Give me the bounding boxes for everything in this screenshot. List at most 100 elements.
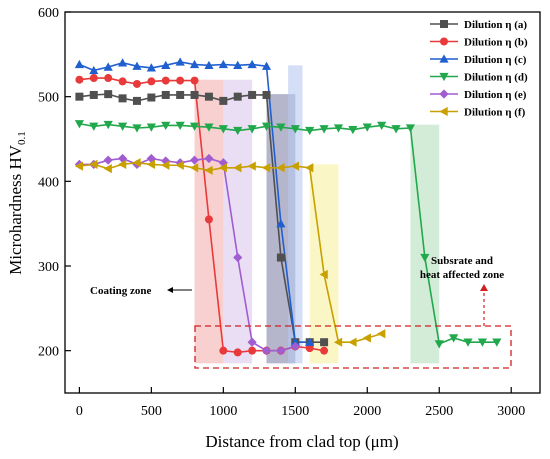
series-points-5 bbox=[74, 153, 300, 356]
data-point bbox=[89, 74, 98, 83]
data-point bbox=[103, 155, 113, 165]
data-point bbox=[261, 61, 272, 70]
legend-item-6: Dilution η (f) bbox=[430, 107, 526, 119]
data-point bbox=[305, 126, 315, 136]
data-point bbox=[117, 58, 128, 67]
data-point bbox=[189, 122, 200, 131]
legend-label: Dilution η (c) bbox=[464, 54, 527, 66]
data-point bbox=[276, 123, 286, 132]
data-point bbox=[117, 159, 127, 169]
legend-item-2: Dilution η (b) bbox=[430, 37, 528, 49]
data-point bbox=[204, 153, 214, 164]
legend-label: Dilution η (e) bbox=[464, 89, 527, 101]
legend-label: Dilution η (d) bbox=[464, 72, 528, 84]
data-point bbox=[377, 121, 387, 131]
legend-marker bbox=[440, 37, 448, 46]
data-point bbox=[261, 163, 271, 173]
x-tick-label: 1000 bbox=[209, 404, 237, 419]
series-points-4 bbox=[74, 120, 502, 349]
data-point bbox=[248, 90, 257, 99]
data-point bbox=[248, 346, 257, 355]
data-point bbox=[477, 338, 488, 347]
x-axis-title: Distance from clad top (μm) bbox=[205, 432, 398, 451]
data-point bbox=[362, 333, 371, 343]
data-point bbox=[103, 164, 112, 174]
y-axis-title-main: Microhardness HV bbox=[6, 144, 25, 275]
data-point bbox=[89, 65, 99, 75]
data-point bbox=[75, 92, 84, 101]
data-point bbox=[233, 163, 242, 173]
data-point bbox=[189, 155, 200, 165]
data-point bbox=[405, 124, 416, 133]
data-point bbox=[261, 122, 272, 131]
legend-marker bbox=[439, 72, 449, 82]
data-point bbox=[74, 120, 84, 129]
legend-marker bbox=[440, 20, 448, 28]
y-axis-title: Microhardness HV0.1 bbox=[6, 131, 28, 275]
coating-zone-annotation: Coating zone bbox=[90, 285, 192, 297]
substrate-zone-arrowhead bbox=[480, 284, 488, 291]
data-point bbox=[233, 126, 243, 136]
data-point bbox=[218, 59, 228, 69]
data-point bbox=[176, 90, 185, 99]
data-point bbox=[377, 329, 386, 339]
data-point bbox=[204, 60, 214, 70]
data-point bbox=[204, 215, 213, 224]
data-point bbox=[161, 60, 171, 70]
legend-label: Dilution η (b) bbox=[464, 37, 528, 49]
series-line-6 bbox=[79, 161, 382, 343]
legend-item-3: Dilution η (c) bbox=[430, 54, 527, 66]
data-point bbox=[320, 338, 329, 347]
series-line-5 bbox=[79, 157, 296, 352]
data-point bbox=[132, 158, 141, 168]
data-point bbox=[247, 125, 257, 134]
data-point bbox=[118, 77, 127, 86]
data-point bbox=[320, 346, 329, 355]
legend-item-1: Dilution η (a) bbox=[430, 19, 527, 31]
zone-band-4 bbox=[288, 65, 303, 364]
data-point bbox=[233, 60, 243, 70]
y-axis-title-subscript: 0.1 bbox=[16, 131, 28, 145]
data-point bbox=[492, 338, 502, 347]
data-point bbox=[233, 252, 243, 263]
data-point bbox=[176, 76, 185, 85]
data-point bbox=[132, 79, 141, 88]
data-point bbox=[175, 121, 185, 131]
data-point bbox=[89, 122, 99, 131]
data-point bbox=[449, 334, 459, 343]
legend-label: Dilution η (f) bbox=[464, 107, 526, 119]
data-point bbox=[219, 96, 228, 105]
data-point bbox=[290, 125, 300, 134]
data-point bbox=[175, 160, 184, 170]
data-point bbox=[189, 59, 200, 69]
data-point bbox=[161, 121, 171, 131]
data-point bbox=[233, 92, 242, 101]
data-point bbox=[218, 163, 228, 173]
substrate-zone-annotation: Subsrate and heat affected zone bbox=[194, 255, 512, 369]
data-point bbox=[103, 62, 113, 71]
legend-marker bbox=[439, 89, 449, 99]
y-tick-label: 300 bbox=[38, 260, 59, 275]
data-point bbox=[261, 346, 272, 356]
data-point bbox=[146, 63, 156, 72]
data-point bbox=[305, 337, 315, 346]
series-lines bbox=[79, 61, 497, 354]
data-point bbox=[247, 337, 257, 347]
substrate-zone-label-2: heat affected zone bbox=[420, 269, 504, 281]
plot-frame bbox=[64, 11, 541, 394]
data-point bbox=[348, 337, 357, 347]
x-tick-label: 1500 bbox=[281, 404, 309, 419]
data-point bbox=[290, 161, 299, 171]
data-point bbox=[89, 90, 98, 99]
data-point bbox=[333, 124, 344, 133]
series-markers bbox=[74, 57, 502, 357]
data-point bbox=[132, 96, 141, 105]
series-points-1 bbox=[75, 90, 329, 347]
data-point bbox=[247, 59, 257, 69]
y-tick-label: 600 bbox=[38, 6, 59, 21]
data-point bbox=[146, 123, 156, 132]
data-point bbox=[276, 219, 286, 228]
data-point bbox=[276, 163, 285, 173]
substrate-zone-box bbox=[194, 325, 512, 369]
